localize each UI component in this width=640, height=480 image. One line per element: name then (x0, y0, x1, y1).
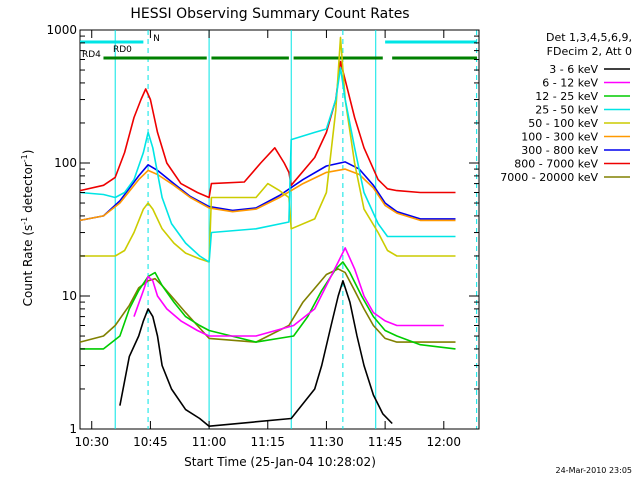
y-tick-label-1: 10 (62, 289, 77, 303)
plot-frame (79, 29, 480, 430)
y-axis-label: Count Rate (s-1 detector-1) (20, 150, 35, 307)
legend-label-800-7000-kev: 800 - 7000 keV (514, 158, 598, 171)
legend-label-6-12-kev: 6 - 12 keV (542, 77, 598, 90)
event-marker-lines (114, 30, 478, 429)
plot-area: RD0 RD4 N (79, 29, 480, 430)
y-axis: 1 10 100 1000 (46, 23, 479, 436)
flag-marker-label: N (153, 34, 160, 44)
x-axis: 10:30 10:45 11:00 11:15 11:30 11:45 12:00 (74, 30, 461, 449)
series-line-800-7000-kev (79, 60, 456, 199)
y-tick-label-0: 1 (69, 422, 77, 436)
series-line-12-25-kev (80, 261, 456, 350)
x-tick-label-2: 11:00 (192, 435, 227, 449)
series-line-6-12-kev (133, 247, 444, 337)
legend-label-12-25-kev: 12 - 25 keV (535, 90, 598, 103)
timestamp: 24-Mar-2010 23:05 (555, 466, 633, 475)
legend-label-100-300-kev: 100 - 300 keV (521, 131, 598, 144)
y-tick-label-3: 1000 (46, 23, 77, 37)
series-line-50-100-kev (80, 36, 456, 263)
detector-flag-bars: RD0 RD4 N (80, 34, 477, 60)
x-tick-label-3: 11:15 (250, 435, 285, 449)
flag-label-rd4: RD4 (82, 50, 101, 60)
y-tick-label-2: 100 (54, 156, 77, 170)
series-group (79, 36, 456, 428)
legend-header-line-2: FDecim 2, Att 0 (547, 45, 632, 58)
legend-label-50-100-kev: 50 - 100 keV (528, 117, 598, 130)
legend-label-7000-20000-kev: 7000 - 20000 keV (500, 171, 598, 184)
series-line-7000-20000-kev (79, 268, 456, 343)
legend-header-line-1: Det 1,3,4,5,6,9, (546, 31, 632, 44)
legend-label-300-800-kev: 300 - 800 keV (521, 144, 598, 157)
x-axis-label: Start Time (25-Jan-04 10:28:02) (184, 455, 376, 469)
series-line-100-300-kev (79, 168, 456, 222)
series-line-300-800-kev (79, 161, 456, 222)
x-tick-label-6: 12:00 (426, 435, 461, 449)
legend-label-25-50-kev: 25 - 50 keV (535, 104, 598, 117)
x-tick-label-0: 10:30 (74, 435, 109, 449)
x-tick-label-4: 11:30 (309, 435, 344, 449)
flag-label-rd0: RD0 (113, 45, 132, 55)
series-line-25-50-kev (79, 67, 456, 263)
legend-label-3-6-kev: 3 - 6 keV (549, 63, 598, 76)
x-tick-label-5: 11:45 (368, 435, 403, 449)
legend: Det 1,3,4,5,6,9, FDecim 2, Att 0 3 - 6 k… (500, 31, 632, 184)
series-line-3-6-kev (119, 279, 393, 428)
chart-title: HESSI Observing Summary Count Rates (130, 6, 409, 22)
x-tick-label-1: 10:45 (133, 435, 168, 449)
